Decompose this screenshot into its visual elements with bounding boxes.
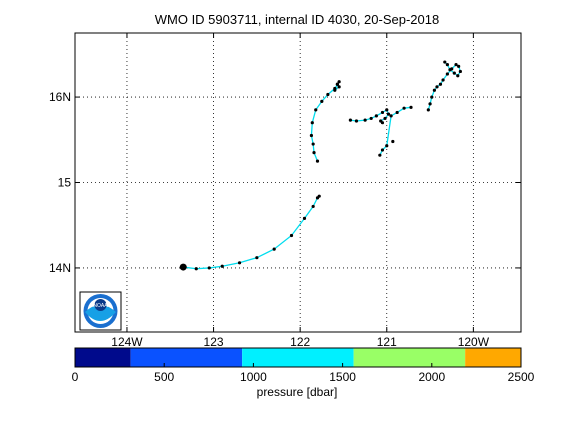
isolated-points [391,139,395,144]
x-tick-label: 123 [204,335,224,349]
track-point [320,99,324,103]
plot-frame [74,32,522,333]
track-point [380,110,385,115]
colorbar-segment [465,348,521,367]
track-point [448,68,452,72]
colorbar-label: pressure [dbar] [257,385,338,399]
plot-area: NOAA [74,32,522,333]
track-point [380,121,385,125]
track-point [314,108,318,112]
x-tick-label: 121 [377,335,397,349]
track-point [311,204,315,209]
x-tick-label: 120W [458,335,490,349]
track-point [363,118,367,122]
colorbar-frame [74,347,522,368]
x-tick-labels: 124W 123 122 121 120W [111,335,489,349]
track-point [385,108,389,112]
track-point [207,266,211,270]
y-tick-labels: 14N 15 16N [49,90,71,275]
chart-title: WMO ID 5903711, internal ID 4030, 20-Sep… [155,12,439,27]
y-tick-label: 16N [49,90,71,104]
colorbar-segment [242,348,354,367]
track-point [302,216,307,220]
track-point [378,153,382,157]
track-point [395,110,399,115]
colorbar-tick-label: 500 [154,370,174,384]
track-point [383,116,387,121]
track-point [289,233,294,238]
x-tick-label: 124W [111,335,143,349]
track-point [438,82,443,86]
colorbar-segments [75,348,521,367]
track-point [435,85,439,89]
track-point [432,88,436,92]
track-point [369,116,373,121]
track-point [441,78,445,82]
colorbar-segment [130,348,243,367]
colorbar-tick-label: 2500 [508,370,535,384]
colorbar: 0 500 1000 1500 2000 2500 pressure [dbar] [72,347,535,399]
track-point [310,121,314,125]
track-point [409,105,413,109]
track-point [220,264,224,268]
track-point [272,247,276,251]
track-point [309,133,314,138]
track-point [337,85,341,89]
track-point [374,114,378,118]
track-point [454,63,458,67]
track-point [445,63,449,67]
isolated-point [391,139,395,144]
track-point [315,159,320,163]
track-point [194,267,198,271]
track-point [348,118,352,122]
track-point [337,80,341,84]
colorbar-tick-label: 1500 [329,370,356,384]
track-point [456,74,460,78]
track-point [354,119,359,123]
y-tick-label: 14N [49,261,71,275]
track-point [335,82,340,86]
logo-text: NOAA [93,303,108,309]
x-axis-ticks [126,33,474,332]
float-tracks [181,60,462,271]
y-tick-label: 15 [58,176,72,190]
track-point [326,92,330,97]
track-point [311,142,315,146]
colorbar-tick-labels: 0 500 1000 1500 2000 2500 [72,370,535,384]
track-point [385,144,389,148]
track-point [445,72,449,76]
track-point [402,106,406,110]
colorbar-tick-label: 2000 [418,370,445,384]
track-point [237,261,242,265]
track-point [255,256,259,260]
track-point [386,112,391,116]
track-point [458,69,462,74]
colorbar-ticks [74,363,522,367]
colorbar-tick-label: 0 [72,370,79,384]
track-point [457,64,461,68]
colorbar-segment [353,348,466,367]
track-point [428,102,432,106]
track-point [426,108,430,112]
track-point [389,114,393,118]
x-tick-label: 122 [290,335,310,349]
colorbar-tick-label: 1000 [240,370,267,384]
colorbar-segment [75,348,131,367]
track-point [333,88,337,92]
start-point-marker [179,263,187,271]
track-point [380,148,385,152]
track-point [443,60,447,64]
track-point [452,71,456,75]
track-point [312,151,316,155]
track-point [317,194,321,198]
y-axis-ticks [75,96,521,269]
noaa-logo: NOAA [79,291,122,331]
track-point [430,95,434,99]
